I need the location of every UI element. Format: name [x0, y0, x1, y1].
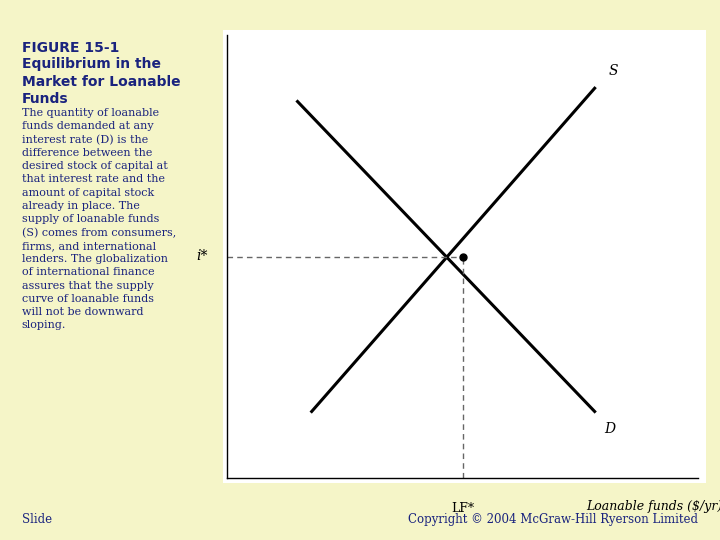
Text: Equilibrium in the
Market for Loanable
Funds: Equilibrium in the Market for Loanable F…: [22, 57, 180, 106]
Text: i*: i*: [197, 249, 208, 264]
Text: Slide: Slide: [22, 513, 52, 526]
Text: FIGURE 15-1: FIGURE 15-1: [22, 40, 119, 55]
Text: S: S: [609, 64, 618, 78]
Text: The quantity of loanable
funds demanded at any
interest rate (D) is the
differen: The quantity of loanable funds demanded …: [22, 108, 176, 330]
Text: D: D: [604, 422, 615, 436]
Text: Loanable funds ($/yr): Loanable funds ($/yr): [586, 500, 720, 513]
Text: Copyright © 2004 McGraw-Hill Ryerson Limited: Copyright © 2004 McGraw-Hill Ryerson Lim…: [408, 513, 698, 526]
Text: LF*: LF*: [451, 502, 474, 515]
